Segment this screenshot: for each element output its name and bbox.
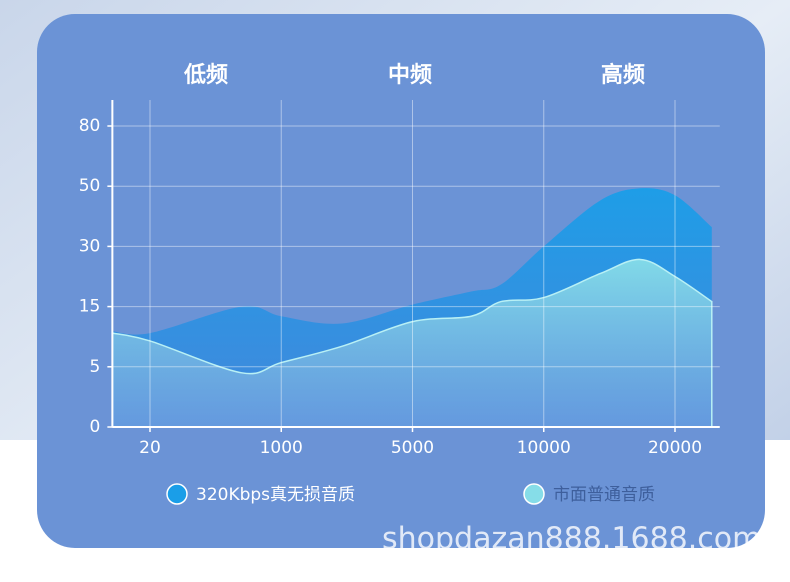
band-label: 低频 [183, 63, 228, 88]
y-tick-label: 50 [79, 176, 101, 196]
band-label: 高频 [601, 62, 645, 88]
x-tick-label: 10000 [517, 438, 571, 458]
legend-swatch [166, 483, 188, 505]
y-tick-label: 5 [90, 357, 101, 377]
legend-swatch [523, 483, 545, 505]
area [111, 258, 713, 428]
legend-label: 320Kbps真无损音质 [196, 485, 355, 505]
x-tick-label: 1000 [260, 438, 303, 458]
y-tick-label: 30 [79, 236, 101, 256]
x-tick-label: 20 [139, 438, 161, 458]
y-tick-label: 0 [90, 417, 101, 437]
watermark: shopdazan888.1688.com [382, 522, 761, 557]
y-tick-label: 15 [79, 297, 101, 317]
legend-label: 市面普通音质 [553, 485, 655, 505]
x-tick-label: 5000 [391, 438, 434, 458]
y-tick-label: 80 [79, 116, 101, 136]
x-tick-label: 20000 [648, 438, 702, 458]
band-label: 中频 [388, 63, 432, 88]
